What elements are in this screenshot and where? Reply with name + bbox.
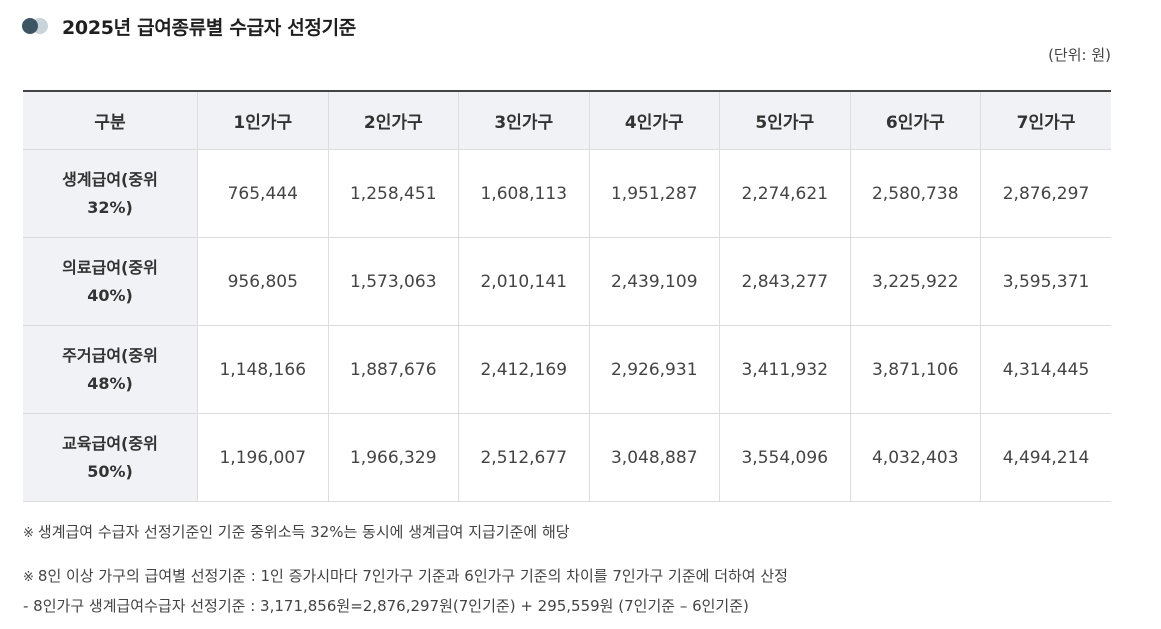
table-cell: 3,411,932 — [719, 325, 850, 414]
table-cell: 1,887,676 — [327, 325, 459, 414]
table-cell: 1,966,329 — [327, 413, 459, 502]
table-cell: 2,926,931 — [588, 325, 720, 414]
footnote-1-text: 생계급여 수급자 선정기준인 기준 중위소득 32%는 동시에 생계급여 지급기… — [37, 523, 570, 541]
page-title: 2025년 급여종류별 수급자 선정기준 — [62, 16, 356, 39]
table-cell: 2,274,621 — [719, 149, 850, 238]
bullet-dots-icon — [22, 17, 54, 35]
table-header-row: 구분 1인가구 2인가구 3인가구 4인가구 5인가구 6인가구 7인가구 — [23, 91, 1111, 150]
row-label-line2: 48%) — [87, 373, 133, 393]
column-header: 6인가구 — [849, 91, 981, 150]
footnote-1: ※ 생계급여 수급자 선정기준인 기준 중위소득 32%는 동시에 생계급여 지급… — [23, 518, 788, 548]
footnote-2: ※ 8인 이상 가구의 급여별 선정기준 : 1인 증가시마다 7인가구 기준과 … — [23, 562, 788, 592]
section-header: 2025년 급여종류별 수급자 선정기준 — [22, 12, 356, 40]
row-header: 생계급여(중위 32%) — [23, 149, 198, 238]
table-row: 교육급여(중위 50%) 1,196,007 1,966,329 2,512,67… — [23, 413, 1111, 502]
table-cell: 1,148,166 — [197, 325, 328, 414]
row-header: 주거급여(중위 48%) — [23, 325, 198, 414]
column-header: 5인가구 — [719, 91, 850, 150]
unit-label: (단위: 원) — [1048, 46, 1111, 64]
table-cell: 2,512,677 — [458, 413, 589, 502]
table-cell: 4,494,214 — [980, 413, 1111, 502]
table-cell: 2,010,141 — [458, 237, 589, 326]
table-cell: 1,196,007 — [197, 413, 328, 502]
row-label-line1: 주거급여(중위 — [62, 345, 158, 365]
note-mark: ※ — [23, 526, 34, 541]
table-row: 생계급여(중위 32%) 765,444 1,258,451 1,608,113 … — [23, 149, 1111, 238]
table-row: 의료급여(중위 40%) 956,805 1,573,063 2,010,141 … — [23, 237, 1111, 326]
column-header: 1인가구 — [197, 91, 328, 150]
column-header: 4인가구 — [588, 91, 720, 150]
table-row: 주거급여(중위 48%) 1,148,166 1,887,676 2,412,16… — [23, 325, 1111, 414]
column-header: 2인가구 — [327, 91, 459, 150]
row-label-line2: 40%) — [87, 285, 133, 305]
row-header: 의료급여(중위 40%) — [23, 237, 198, 326]
table-cell: 3,595,371 — [980, 237, 1111, 326]
row-label-line1: 생계급여(중위 — [62, 169, 158, 189]
table-cell: 1,573,063 — [327, 237, 459, 326]
table-cell: 2,580,738 — [849, 149, 981, 238]
row-label-line1: 교육급여(중위 — [62, 433, 158, 453]
table-cell: 2,843,277 — [719, 237, 850, 326]
dark-dot-icon — [22, 18, 38, 34]
row-header: 교육급여(중위 50%) — [23, 413, 198, 502]
criteria-table: 구분 1인가구 2인가구 3인가구 4인가구 5인가구 6인가구 7인가구 생계… — [23, 90, 1111, 502]
footnote-2-text: 8인 이상 가구의 급여별 선정기준 : 1인 증가시마다 7인가구 기준과 6… — [37, 567, 788, 585]
table-cell: 3,554,096 — [719, 413, 850, 502]
table-cell: 1,258,451 — [327, 149, 459, 238]
row-label-line1: 의료급여(중위 — [62, 257, 158, 277]
table-cell: 4,314,445 — [980, 325, 1111, 414]
table-cell: 956,805 — [197, 237, 328, 326]
column-header: 7인가구 — [980, 91, 1111, 150]
row-label-line2: 50%) — [87, 461, 133, 481]
column-header: 3인가구 — [458, 91, 589, 150]
table-cell: 3,871,106 — [849, 325, 981, 414]
table-cell: 3,048,887 — [588, 413, 720, 502]
table-cell: 2,876,297 — [980, 149, 1111, 238]
corner-header: 구분 — [23, 91, 198, 150]
row-label-line2: 32%) — [87, 197, 133, 217]
table-cell: 2,439,109 — [588, 237, 720, 326]
table-cell: 765,444 — [197, 149, 328, 238]
note-mark: ※ — [23, 570, 34, 585]
table-cell: 4,032,403 — [849, 413, 981, 502]
footnote-3: - 8인가구 생계급여수급자 선정기준 : 3,171,856원=2,876,2… — [23, 597, 749, 615]
table-cell: 2,412,169 — [458, 325, 589, 414]
table-cell: 3,225,922 — [849, 237, 981, 326]
table-cell: 1,608,113 — [458, 149, 589, 238]
footnotes: ※ 생계급여 수급자 선정기준인 기준 중위소득 32%는 동시에 생계급여 지급… — [23, 518, 788, 620]
table-cell: 1,951,287 — [588, 149, 720, 238]
